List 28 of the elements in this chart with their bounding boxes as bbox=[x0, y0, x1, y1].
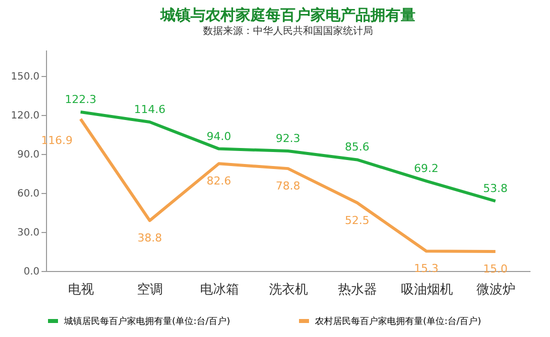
data-label: 92.3 bbox=[276, 132, 300, 146]
x-tick-label: 吸油烟机 bbox=[400, 282, 453, 298]
data-label: 122.3 bbox=[64, 93, 96, 106]
x-tick-label: 微波炉 bbox=[476, 282, 516, 298]
data-label: 38.8 bbox=[137, 232, 162, 245]
y-tick-label: 0.0 bbox=[24, 266, 40, 278]
data-label: 53.8 bbox=[483, 182, 508, 196]
data-label: 69.2 bbox=[414, 162, 439, 176]
y-tick-label: 150.0 bbox=[10, 72, 40, 82]
data-label: 94.0 bbox=[206, 130, 232, 143]
x-tick-label: 洗衣机 bbox=[269, 282, 308, 298]
chart-title: 城镇与农村家庭每百户家电产品拥有量 bbox=[160, 6, 416, 24]
data-label: 52.5 bbox=[344, 214, 370, 227]
y-tick-label: 30.0 bbox=[17, 228, 40, 238]
y-tick-label: 90.0 bbox=[17, 150, 40, 160]
x-tick-label: 空调 bbox=[137, 282, 164, 298]
x-tick-label: 热水器 bbox=[338, 282, 378, 298]
legend-label: 城镇居民每百户家电拥有量(单位:台/百户) bbox=[63, 316, 230, 327]
data-label: 82.6 bbox=[206, 174, 232, 188]
x-tick-label: 电视 bbox=[68, 282, 94, 298]
data-label: 85.6 bbox=[344, 140, 370, 154]
data-label: 78.8 bbox=[276, 180, 300, 193]
data-label: 114.6 bbox=[134, 103, 166, 116]
y-tick-label: 60.0 bbox=[17, 188, 40, 200]
y-tick-label: 120.0 bbox=[10, 110, 40, 122]
legend-label: 农村居民每百户家电拥有量(单位:台/百户) bbox=[315, 316, 482, 327]
chart-subtitle: 数据来源：中华人民共和国国家统计局 bbox=[203, 25, 373, 37]
x-tick-label: 电冰箱 bbox=[200, 282, 239, 298]
